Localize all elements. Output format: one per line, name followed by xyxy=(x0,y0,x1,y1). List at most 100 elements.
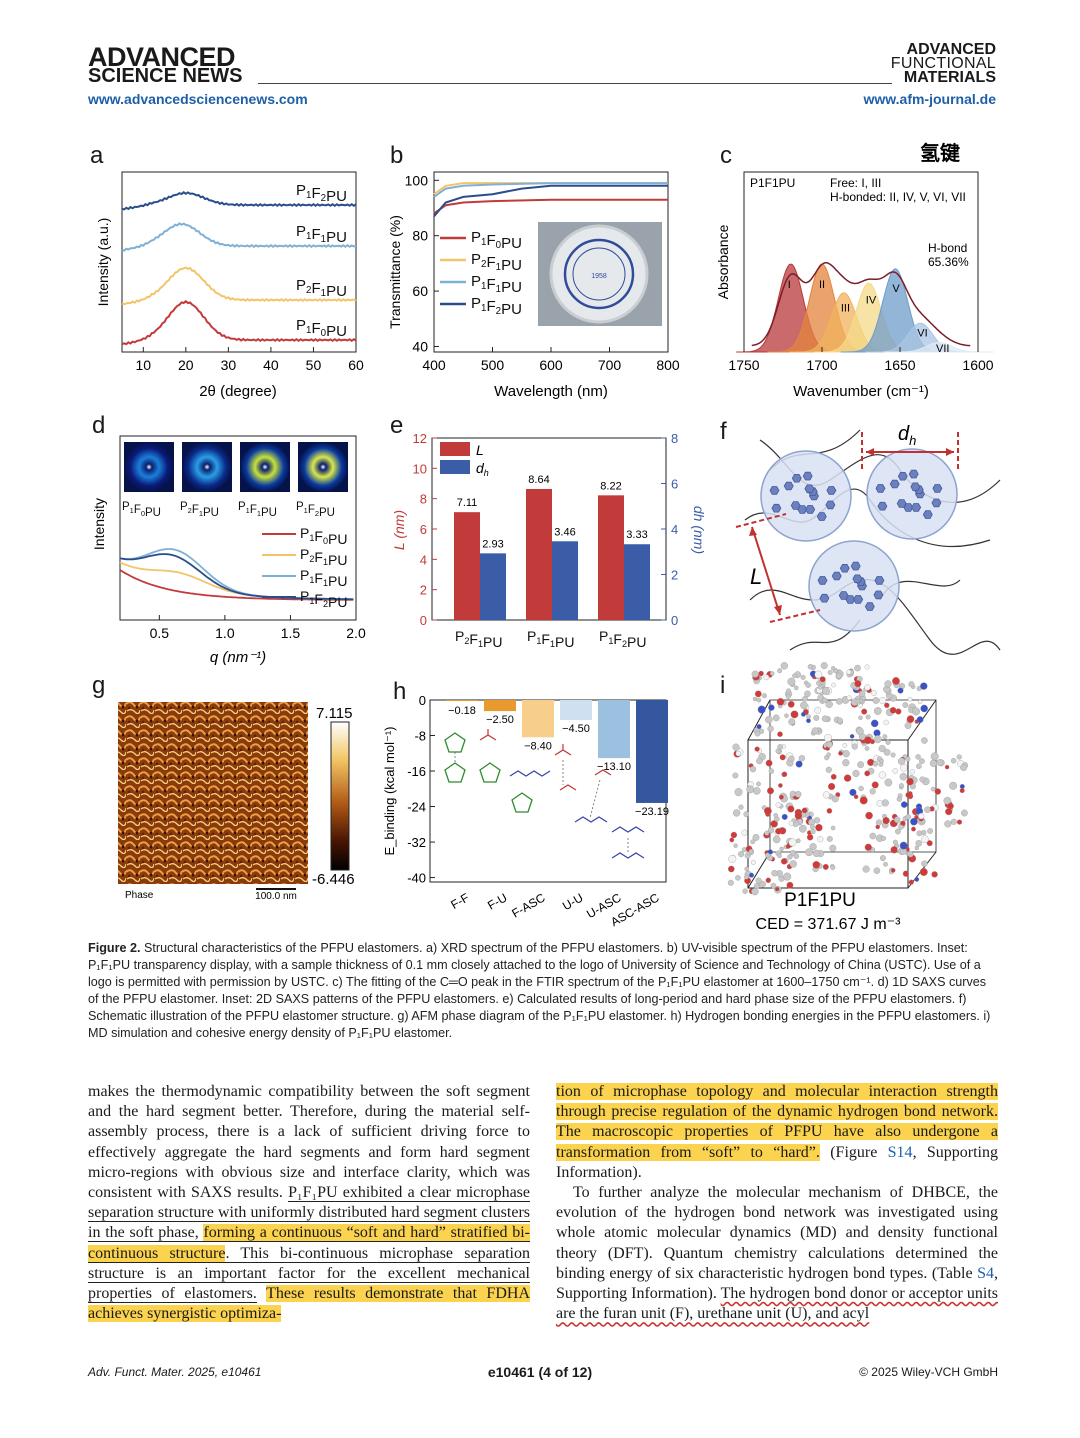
saxs-pattern-image xyxy=(298,442,348,492)
chart-e-bar-dh-label: 3.33 xyxy=(626,529,647,541)
md-atom xyxy=(864,746,870,751)
md-atom xyxy=(777,731,783,737)
md-atom xyxy=(786,688,792,694)
chart-e-ytick-left-label: 6 xyxy=(420,522,427,537)
md-atom xyxy=(879,696,887,705)
chart-a-xtick-label: 10 xyxy=(135,357,151,373)
md-atom xyxy=(871,781,879,789)
md-atom xyxy=(926,840,933,847)
md-atom xyxy=(780,662,788,670)
chart-d-series-line xyxy=(119,553,354,601)
chart-e-bar-L xyxy=(598,495,624,620)
md-atom xyxy=(800,674,806,680)
legend-label: P1F2PU xyxy=(296,182,347,205)
md-atom xyxy=(944,764,950,770)
md-atom xyxy=(779,754,786,761)
md-atom xyxy=(936,759,944,766)
md-atom xyxy=(842,759,850,767)
md-atom xyxy=(865,811,873,820)
md-atom xyxy=(930,786,936,792)
hard-segment-hexagon xyxy=(897,471,908,481)
legend-label: P1F1PU xyxy=(296,223,347,246)
chart-h-ytick-label: -8 xyxy=(414,729,426,744)
body-column-left: makes the thermodynamic compatibility be… xyxy=(88,1082,530,1324)
md-atom xyxy=(770,820,778,828)
md-atom xyxy=(917,699,923,705)
md-atom xyxy=(828,782,836,791)
md-atom xyxy=(897,757,906,765)
chart-b-ytick-label: 100 xyxy=(405,172,429,188)
md-atom xyxy=(792,673,797,679)
chart-e-bar-dh-label: 2.93 xyxy=(482,538,503,550)
md-atom xyxy=(735,875,741,881)
publisher-url[interactable]: www.advancedsciencenews.com xyxy=(88,91,308,107)
md-atom xyxy=(846,669,852,675)
md-atom xyxy=(858,785,864,792)
md-atom xyxy=(812,849,821,858)
md-atom xyxy=(741,829,748,836)
md-atom xyxy=(801,807,808,814)
legend-label: P1F2PU xyxy=(300,588,347,610)
chart-a-ylabel: Intensity (a.u.) xyxy=(95,218,111,307)
journal-url[interactable]: www.afm-journal.de xyxy=(863,91,997,107)
md-atom xyxy=(947,802,954,810)
chart-e-ytick-left-label: 4 xyxy=(420,552,427,567)
md-atom xyxy=(732,743,740,751)
md-atom xyxy=(807,664,814,670)
chart-c-note: 氢键 xyxy=(920,141,960,165)
md-ced-label: CED = 371.67 J m⁻³ xyxy=(756,916,902,933)
legend-label: P1F2PU xyxy=(296,501,335,519)
md-atom xyxy=(882,817,890,825)
chart-b-xtick-label: 600 xyxy=(539,357,563,373)
md-atom xyxy=(830,825,836,831)
md-atom xyxy=(879,758,884,764)
md-atom xyxy=(907,696,913,702)
chart-b-series-line xyxy=(433,182,668,198)
md-atom xyxy=(781,813,788,820)
chart-a-series-line xyxy=(121,222,357,252)
figure-s14-link[interactable]: S14 xyxy=(887,1143,913,1161)
hard-segment-hexagon xyxy=(853,595,864,604)
md-atom xyxy=(836,698,843,705)
schematic-f: dh L xyxy=(735,423,1001,655)
md-atom xyxy=(918,812,925,820)
md-atom xyxy=(788,718,796,726)
chart-c-xtick-label: 1600 xyxy=(962,357,993,373)
hard-segment-hexagon xyxy=(819,593,830,603)
md-atom xyxy=(764,807,772,815)
md-atom xyxy=(775,886,780,892)
md-atom xyxy=(795,760,803,768)
panel-label-g: g xyxy=(92,672,106,699)
md-atom xyxy=(812,861,821,869)
chart-c-envelope xyxy=(751,262,971,347)
chart-e-ytick-right-label: 4 xyxy=(671,522,678,537)
chart-e-bar-L-label: 7.11 xyxy=(457,497,478,509)
table-s4-link[interactable]: S4 xyxy=(977,1264,994,1282)
md-atom xyxy=(873,735,882,744)
md-atom xyxy=(763,674,770,681)
legend-label: P2F1PU xyxy=(455,628,502,650)
chart-d-xtick-label: 0.5 xyxy=(150,625,170,641)
md-atom xyxy=(813,714,820,721)
md-atom xyxy=(805,848,813,857)
md-atom xyxy=(728,854,737,863)
md-atom xyxy=(915,840,922,847)
md-atom xyxy=(735,750,741,757)
chart-h-bar xyxy=(522,700,554,738)
legend-label: P1F1PU xyxy=(527,628,574,650)
md-atom xyxy=(892,839,898,845)
md-atom xyxy=(822,863,829,870)
md-atom xyxy=(895,828,901,835)
md-atom xyxy=(759,880,766,888)
hard-segment-hexagon xyxy=(911,503,922,512)
chart-b-ytick-label: 80 xyxy=(412,228,428,244)
chart-e-ytick-left-label: 0 xyxy=(420,613,427,628)
hard-segment-hexagon xyxy=(877,501,888,511)
svg-text:1958: 1958 xyxy=(591,273,607,280)
md-atom xyxy=(825,766,832,773)
md-atom xyxy=(756,781,761,787)
md-atom xyxy=(795,838,801,844)
md-atom xyxy=(826,835,833,842)
chart-h-bar-label: −0.18 xyxy=(448,705,476,717)
